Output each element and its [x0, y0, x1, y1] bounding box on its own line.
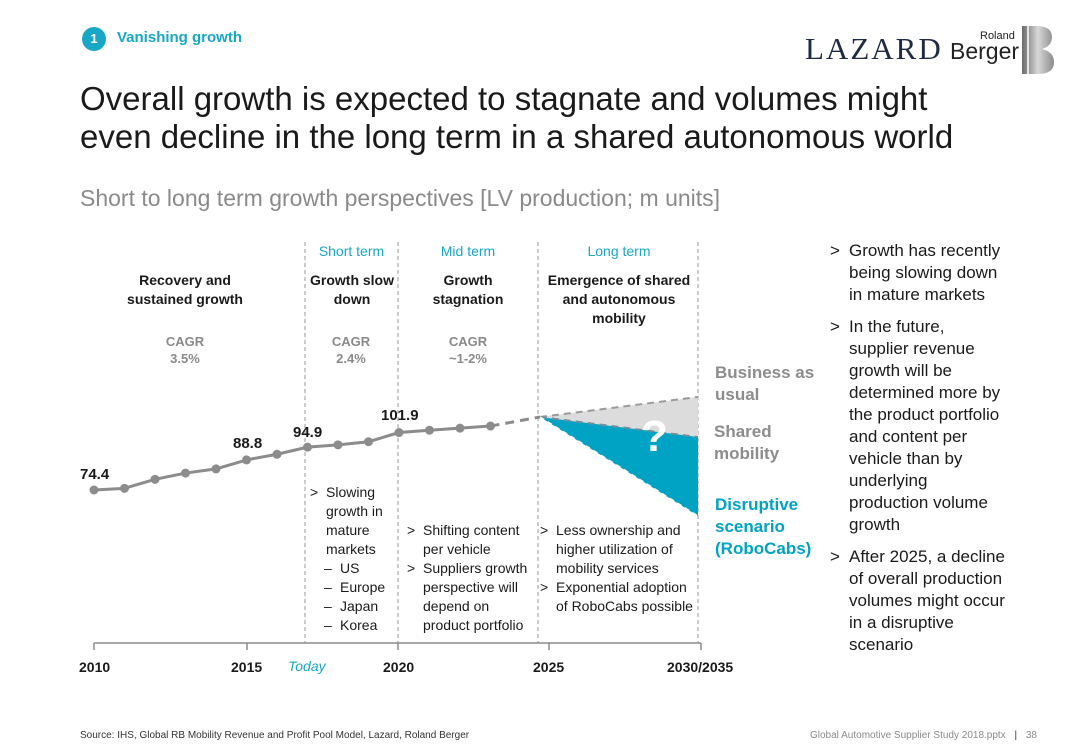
cagr-recovery: CAGR 3.5% — [150, 333, 220, 367]
page-subtitle: Short to long term growth perspectives [… — [80, 185, 721, 211]
value-label-2015: 88.8 — [233, 435, 263, 452]
note-subitem: Korea — [310, 616, 400, 635]
scenario-shared-mobility: Shared mobility — [714, 422, 780, 463]
side-bullet: In the future, supplier revenue growth w… — [830, 316, 1008, 536]
scenario-disruptive-robocabs: Disruptive scenario (RoboCabs) — [715, 495, 812, 558]
cagr-value: 3.5% — [170, 351, 200, 366]
page-title: Overall growth is expected to stagnate a… — [80, 80, 954, 155]
cagr-stagnation: CAGR ~1-2% — [433, 333, 503, 367]
phase-label-mid-term: Mid term — [440, 243, 496, 259]
data-point — [394, 428, 404, 438]
axis-label-2025: 2025 — [533, 659, 565, 675]
data-point — [120, 483, 129, 493]
cagr-slowdown: CAGR 2.4% — [316, 333, 386, 367]
note-subitem: Japan — [310, 597, 400, 616]
footer-page-number: 38 — [1025, 730, 1037, 741]
cagr-value: ~1-2% — [449, 351, 487, 366]
side-bullets: Growth has recently being slowing down i… — [830, 240, 1008, 666]
axis-label-2030-2035: 2030/2035 — [667, 659, 734, 675]
data-point — [333, 440, 343, 450]
data-point — [150, 474, 160, 484]
scenario-business-as-usual-line — [539, 396, 699, 418]
note-item: Slowing growth in mature markets — [310, 483, 400, 559]
scenario-shared-mobility-line — [539, 416, 699, 438]
section-number-badge: 1 — [82, 27, 106, 51]
cagr-label: CAGR — [165, 334, 205, 349]
data-point — [486, 421, 495, 431]
value-label-2020: 101.9 — [381, 407, 419, 424]
note-item: Less ownership and higher utilization of… — [540, 521, 698, 578]
data-point — [242, 455, 251, 465]
section-label: Vanishing growth — [117, 29, 243, 46]
data-point — [455, 423, 465, 433]
value-label-2010: 74.4 — [80, 466, 110, 483]
note-subitem: US — [310, 559, 400, 578]
note-long-term: Less ownership and higher utilization of… — [540, 521, 698, 616]
axis-label-2015: 2015 — [231, 659, 263, 675]
phase-label-short-term: Short term — [318, 243, 385, 259]
note-item: Suppliers growth perspective will depend… — [407, 559, 535, 635]
note-mid-term: Shifting content per vehicle Suppliers g… — [407, 521, 535, 635]
phase-title-slowdown: Growth slow down — [310, 272, 394, 307]
data-point — [303, 442, 312, 452]
cagr-value: 2.4% — [336, 351, 366, 366]
phase-title-recovery: Recovery and sustained growth — [127, 272, 243, 307]
scenario-business-as-usual: Business as usual — [715, 363, 815, 404]
note-subitem: Europe — [310, 578, 400, 597]
axis-label-2010: 2010 — [79, 659, 111, 675]
projection-dashed-line — [490, 415, 541, 428]
data-point — [364, 437, 373, 447]
note-short-term: Slowing growth in mature markets US Euro… — [310, 483, 400, 635]
today-marker-label: Today — [288, 658, 326, 674]
production-series-line — [93, 424, 491, 492]
data-point — [211, 464, 221, 474]
data-point — [181, 468, 190, 478]
roland-berger-logo-roland: Roland — [980, 30, 1015, 42]
axis-label-2020: 2020 — [383, 659, 415, 675]
side-bullet: After 2025, a decline of overall product… — [830, 546, 1008, 656]
lazard-logo: LAZARD — [805, 31, 943, 66]
uncertainty-question-mark: ? — [641, 412, 668, 461]
data-point — [89, 485, 99, 495]
note-item: Shifting content per vehicle — [407, 521, 535, 559]
cagr-label: CAGR — [331, 334, 371, 349]
footer: Global Automotive Supplier Study 2018.pp… — [810, 730, 1037, 741]
roland-berger-b-logo-icon — [1022, 26, 1054, 74]
note-item: Exponential adoption of RoboCabs possibl… — [540, 578, 698, 616]
side-bullet: Growth has recently being slowing down i… — [830, 240, 1008, 306]
phase-title-emergence: Emergence of shared and autonomous mobil… — [547, 272, 691, 326]
data-point — [272, 449, 282, 459]
cagr-label: CAGR — [448, 334, 488, 349]
roland-berger-logo-berger: Berger — [950, 38, 1020, 64]
value-label-2017: 94.9 — [293, 424, 323, 441]
scenario-business-as-usual-area — [540, 397, 698, 437]
footer-filename: Global Automotive Supplier Study 2018.pp… — [810, 730, 1006, 741]
data-point — [425, 425, 434, 435]
footer-separator: | — [1014, 730, 1018, 741]
phase-title-stagnation: Growth stagnation — [432, 272, 504, 307]
scenario-disruptive-line — [539, 416, 699, 517]
source-note: Source: IHS, Global RB Mobility Revenue … — [80, 730, 470, 741]
phase-label-long-term: Long term — [587, 243, 651, 259]
